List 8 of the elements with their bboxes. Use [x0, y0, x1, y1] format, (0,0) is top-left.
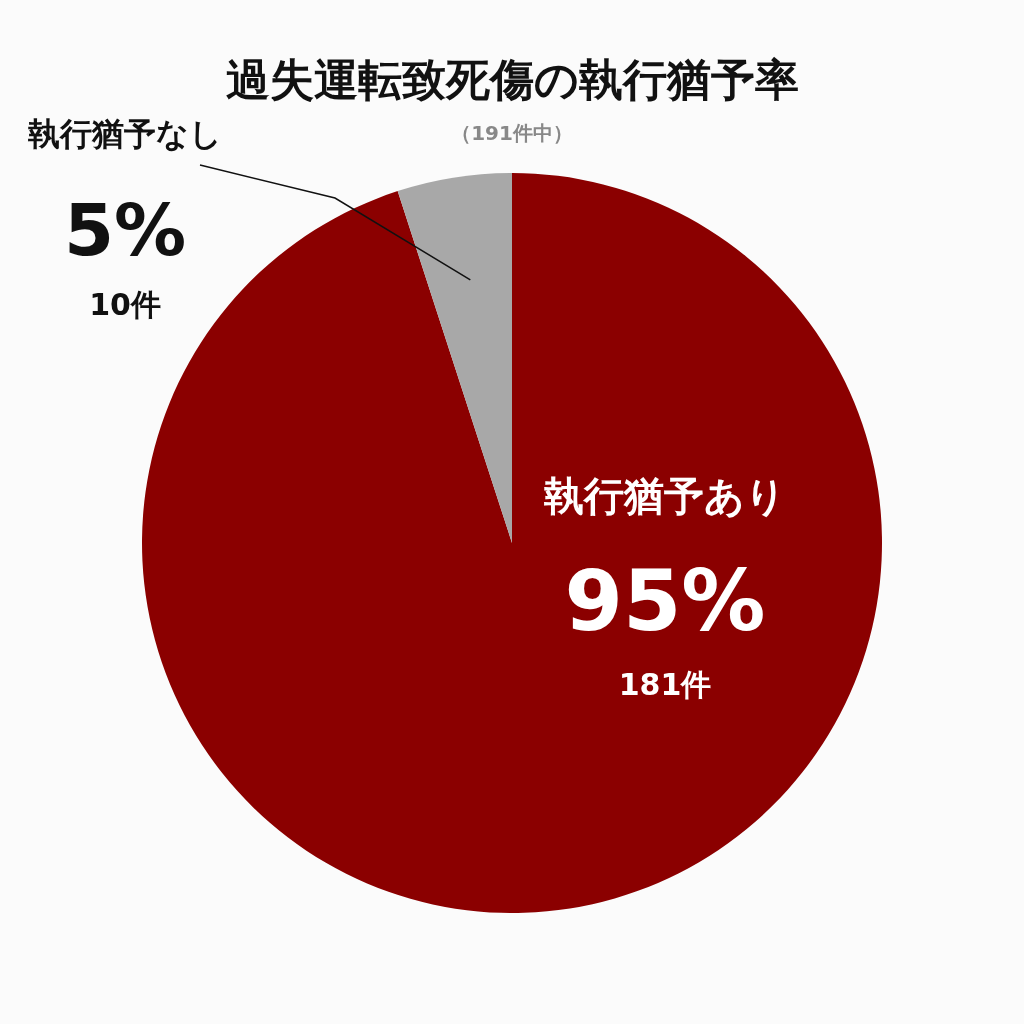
data-label: 5% — [63, 188, 187, 272]
data-label: 95% — [564, 552, 766, 650]
slice-label: 執行猶予あり — [543, 473, 786, 519]
chart-subtitle: （191件中） — [451, 121, 573, 145]
text: 10件 — [89, 287, 161, 322]
text: 181件 — [618, 667, 712, 702]
slice-label: 執行猶予なし — [27, 115, 222, 153]
chart-title: 過失運転致死傷の執行猶予率 — [225, 54, 799, 105]
